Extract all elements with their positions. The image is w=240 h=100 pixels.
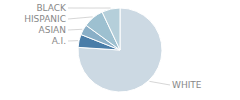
- slice-label: BLACK: [36, 3, 67, 13]
- leader-line: [149, 81, 170, 85]
- pie-slice: [78, 8, 162, 92]
- leader-line: [68, 29, 82, 31]
- chart: WHITE A.I.ASIANHISPANICBLACK: [0, 0, 240, 100]
- pie-slice: [102, 8, 120, 50]
- slice-label: HISPANIC: [24, 14, 66, 24]
- slice-label: ASIAN: [39, 25, 66, 35]
- leader-line: [68, 8, 111, 9]
- slice-label: WHITE: [172, 80, 202, 90]
- leader-line: [68, 17, 93, 19]
- pie: [78, 8, 162, 92]
- leader-line: [68, 40, 78, 41]
- labels: WHITE A.I.ASIANHISPANICBLACK: [24, 3, 202, 90]
- slice-label: A.I.: [52, 36, 66, 46]
